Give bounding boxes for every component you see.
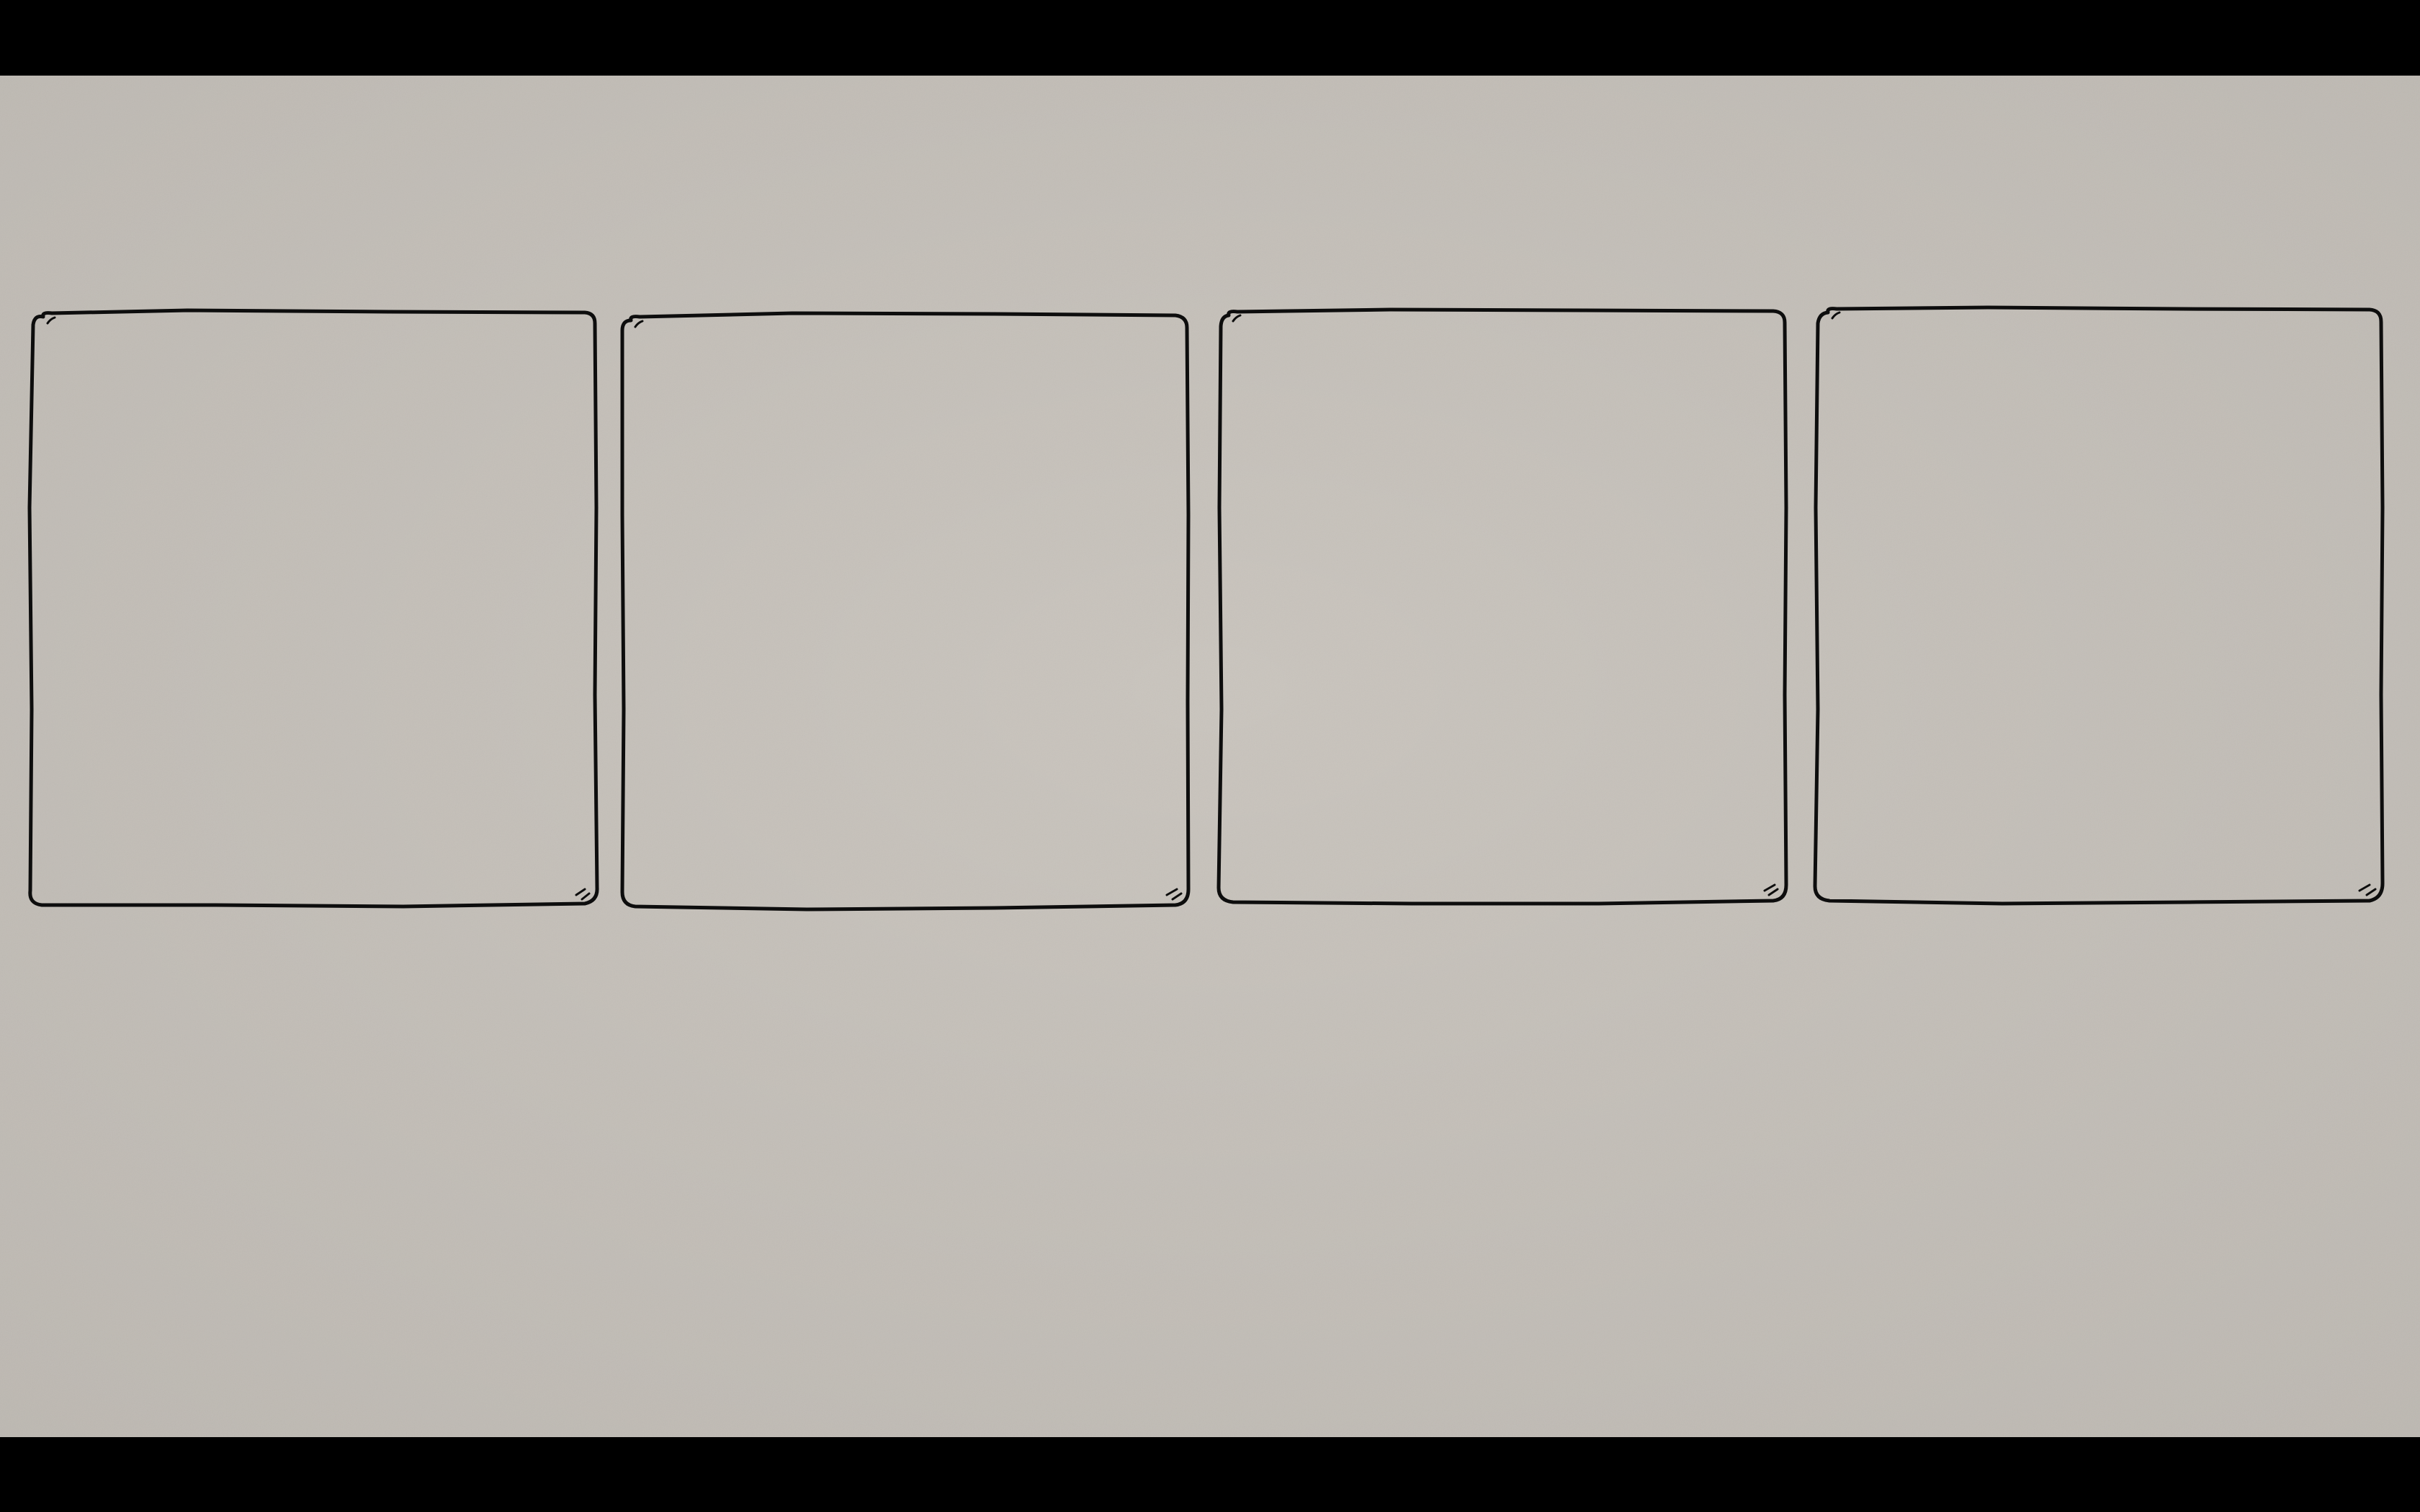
storyboard-panel-4 [1813, 305, 2385, 906]
storyboard-panel-2 [620, 311, 1191, 912]
storyboard-drawing [0, 76, 2420, 1437]
storyboard-panel-1 [27, 308, 599, 909]
paper-vignette [0, 76, 2420, 1437]
storyboard-panels [27, 305, 2385, 912]
storyboard-panel-3 [1216, 307, 1788, 906]
paper-sheet [0, 76, 2420, 1437]
letterbox-top-bar [0, 0, 2420, 76]
letterbox-bottom-bar [0, 1437, 2420, 1512]
pen-corner-marks [46, 311, 2377, 901]
